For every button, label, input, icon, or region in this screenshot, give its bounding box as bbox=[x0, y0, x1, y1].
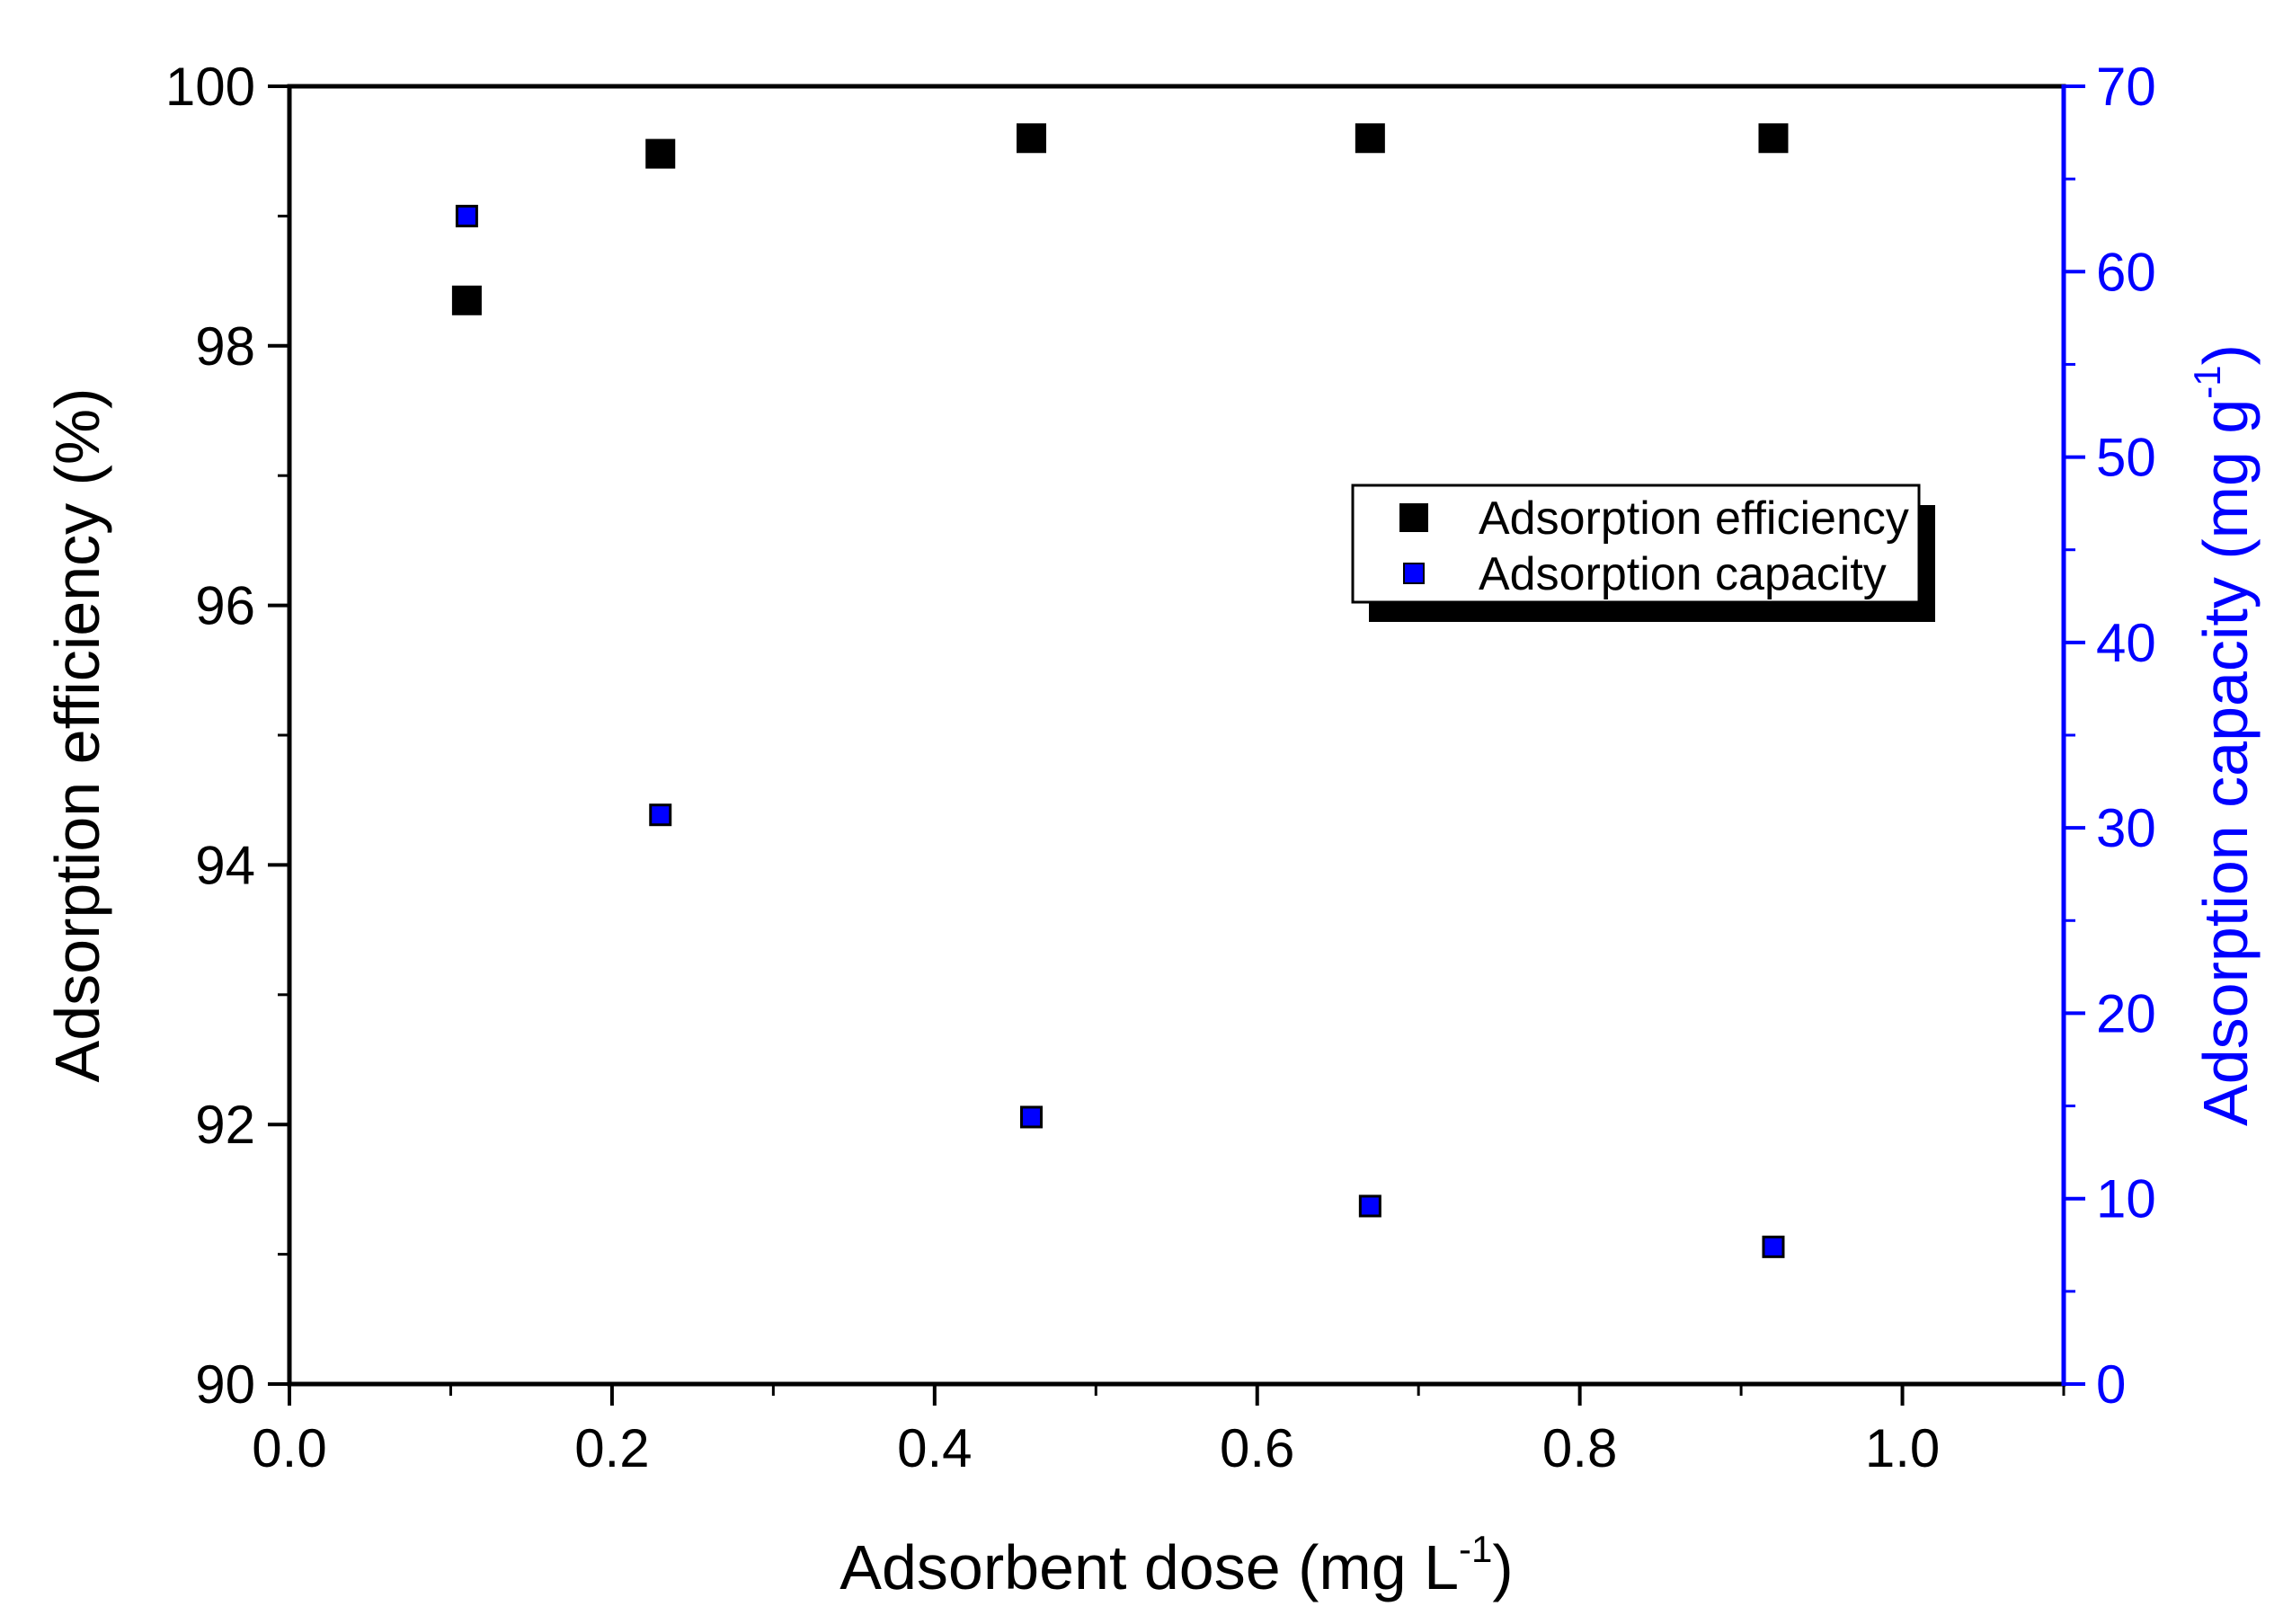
y-left-tick-label: 92 bbox=[195, 1095, 255, 1155]
y-right-tick-label: 20 bbox=[2096, 983, 2156, 1043]
x-tick-label: 0.6 bbox=[1220, 1418, 1294, 1478]
y-right-axis-title-sup: -1 bbox=[2186, 365, 2228, 398]
capacity-point bbox=[649, 803, 672, 827]
x-axis-title-end: ) bbox=[1492, 1532, 1513, 1602]
x-axis-title-sup: -1 bbox=[1459, 1528, 1492, 1570]
y-right-tick-label: 50 bbox=[2096, 428, 2156, 488]
y-right-tick-label: 40 bbox=[2096, 613, 2156, 673]
y-right-tick-label: 10 bbox=[2096, 1169, 2156, 1229]
legend-box bbox=[1351, 484, 1921, 604]
legend: Adsorption efficiency Adsorption capacit… bbox=[1351, 484, 1935, 622]
capacity-point bbox=[455, 204, 478, 227]
capacity-point bbox=[1358, 1194, 1381, 1218]
y-left-tick-label: 94 bbox=[195, 835, 255, 895]
efficiency-point bbox=[645, 138, 676, 169]
y-left-tick-label: 90 bbox=[195, 1354, 255, 1415]
capacity-point bbox=[1762, 1235, 1785, 1258]
legend-marker-capacity bbox=[1403, 563, 1425, 584]
x-tick-label: 0.2 bbox=[574, 1418, 649, 1478]
efficiency-point bbox=[451, 285, 482, 315]
y-right-tick-label: 60 bbox=[2096, 242, 2156, 302]
x-tick-label: 0.8 bbox=[1542, 1418, 1617, 1478]
marks-layer bbox=[451, 123, 1789, 1258]
y-right-tick-label: 30 bbox=[2096, 798, 2156, 858]
efficiency-point bbox=[1016, 123, 1046, 154]
efficiency-point bbox=[1355, 123, 1385, 154]
legend-label-efficiency: Adsorption efficiency bbox=[1479, 493, 1909, 545]
x-axis-title: Adsorbent dose (mg L-1) bbox=[840, 1528, 1513, 1602]
legend-label-capacity: Adsorption capacity bbox=[1479, 548, 1887, 600]
capacity-point bbox=[1019, 1105, 1043, 1129]
y-right-tick-label: 0 bbox=[2096, 1354, 2126, 1415]
y-left-tick-label: 98 bbox=[195, 316, 255, 377]
efficiency-point bbox=[1758, 123, 1789, 154]
y-left-axis-title: Adsorption efficiency (%) bbox=[42, 388, 112, 1083]
legend-marker-efficiency bbox=[1399, 503, 1428, 532]
x-tick-label: 0.0 bbox=[252, 1418, 326, 1478]
y-left-tick-label: 96 bbox=[195, 576, 255, 636]
x-tick-label: 0.4 bbox=[897, 1418, 972, 1478]
y-right-axis-title: Adsorption capacity (mg g-1) bbox=[2186, 344, 2261, 1126]
y-right-axis-title-end: ) bbox=[2190, 344, 2261, 365]
y-right-tick-label: 70 bbox=[2096, 57, 2156, 117]
ticks-layer: 0.0 0.2 0.4 0.6 0.8 1.0 90 92 94 96 98 100 0 10 20 30 40… bbox=[165, 57, 2156, 1478]
plot-frame bbox=[287, 84, 2066, 1387]
y-left-tick-label: 100 bbox=[165, 57, 255, 117]
y-right-axis-title-main: Adsorption capacity (mg g bbox=[2190, 399, 2261, 1126]
x-axis-title-main: Adsorbent dose (mg L bbox=[840, 1532, 1459, 1602]
x-tick-label: 1.0 bbox=[1865, 1418, 1940, 1478]
